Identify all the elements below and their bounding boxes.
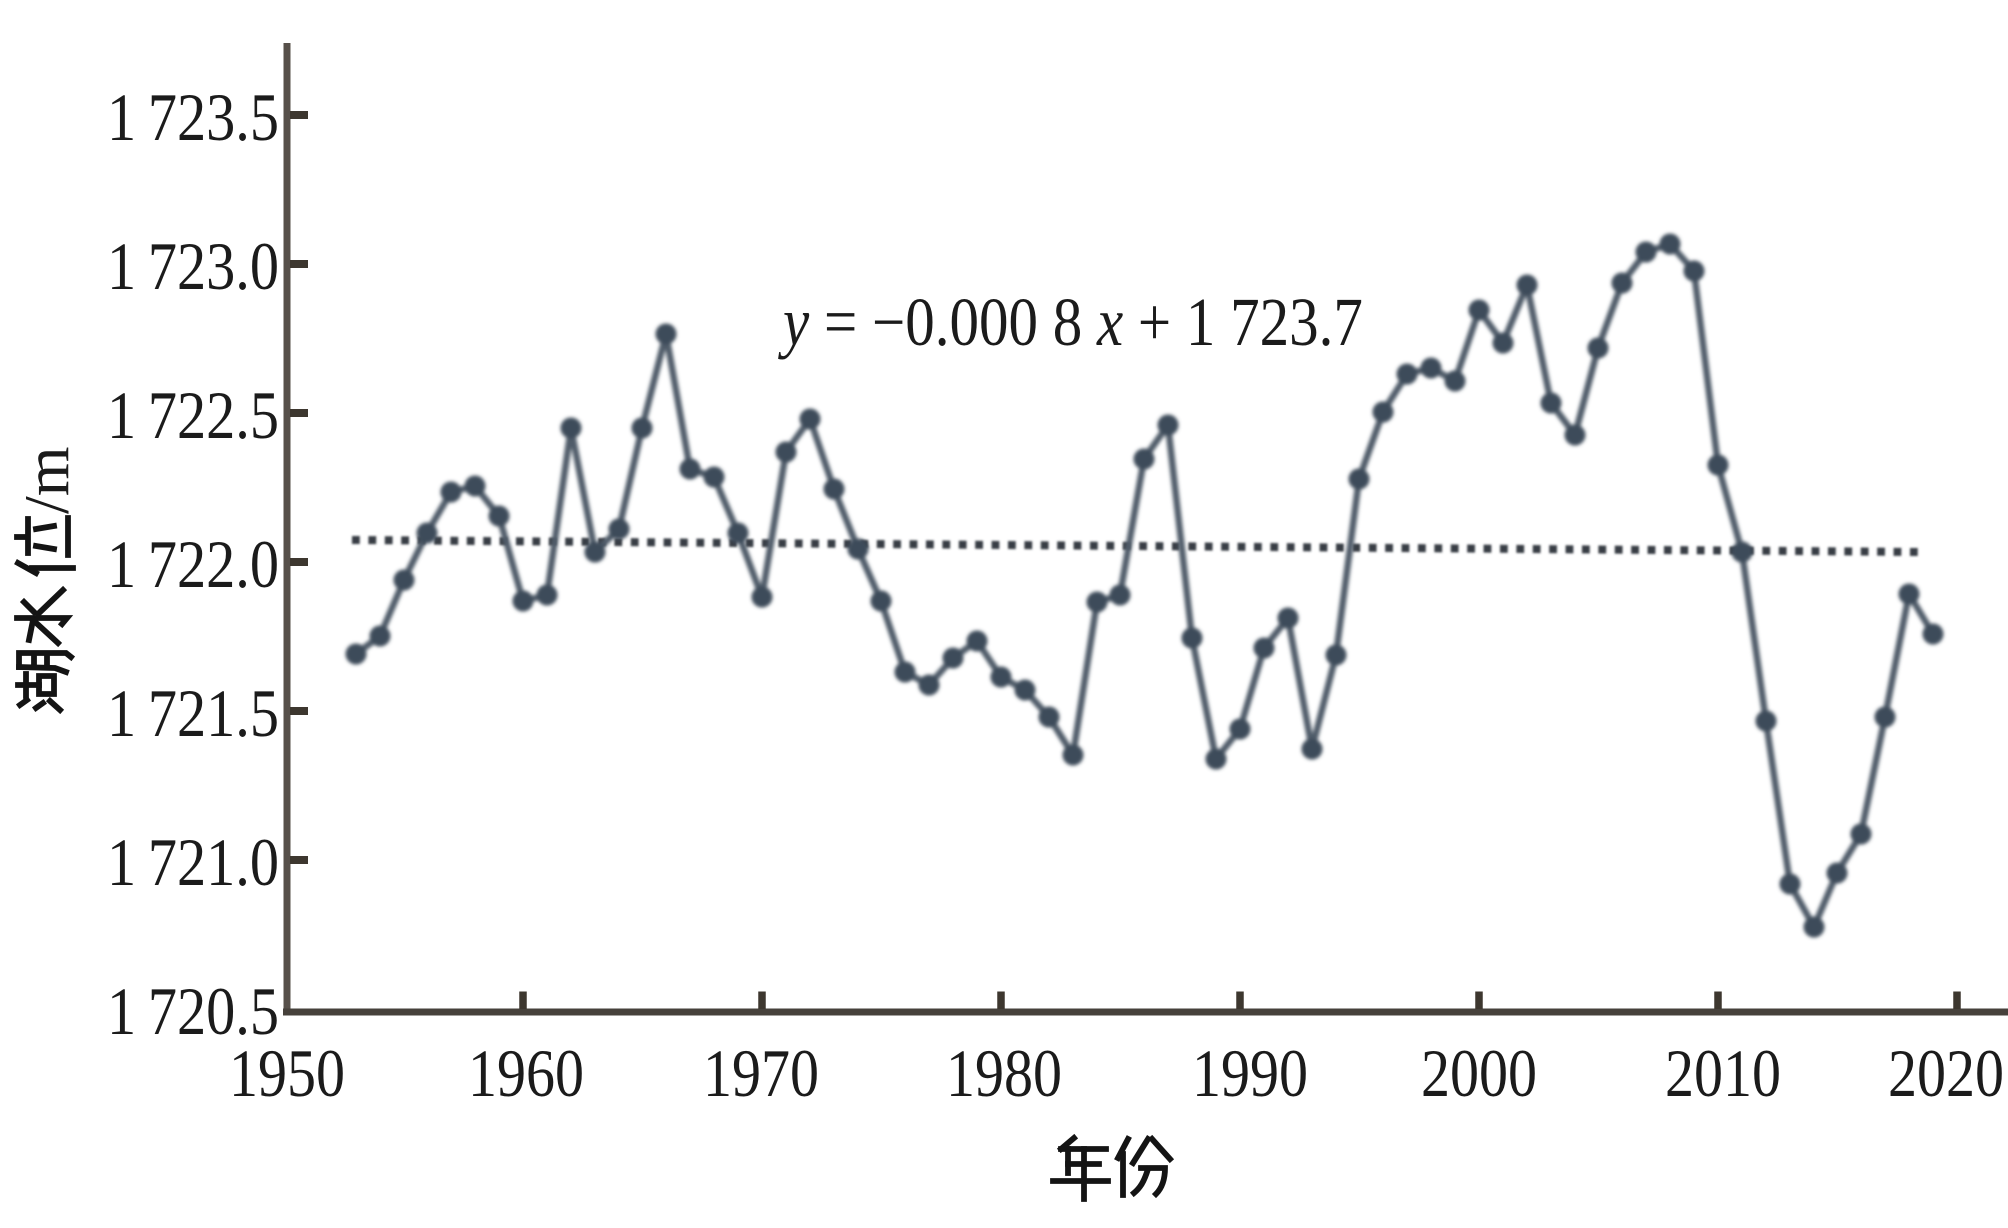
svg-text:1950: 1950 [229, 1035, 345, 1111]
svg-text:1960: 1960 [468, 1035, 584, 1111]
svg-text:1 721.0: 1 721.0 [107, 824, 279, 900]
svg-text:1 722.0: 1 722.0 [107, 526, 279, 602]
svg-text:1970: 1970 [703, 1035, 819, 1111]
svg-text:1990: 1990 [1192, 1035, 1308, 1111]
svg-text:2020: 2020 [1888, 1035, 2004, 1111]
svg-text:1 723.5: 1 723.5 [107, 79, 279, 155]
svg-text:1 722.5: 1 722.5 [107, 377, 279, 453]
svg-text:1 720.5: 1 720.5 [107, 973, 279, 1049]
svg-text:2000: 2000 [1421, 1035, 1537, 1111]
svg-text:1 721.5: 1 721.5 [107, 675, 279, 751]
svg-text:/m: /m [11, 446, 82, 514]
svg-text:1 723.0: 1 723.0 [107, 228, 279, 304]
svg-text:2010: 2010 [1665, 1035, 1781, 1111]
svg-text:y = −0.000 8 x + 1 723.7: y = −0.000 8 x + 1 723.7 [777, 284, 1362, 360]
svg-text:1980: 1980 [946, 1035, 1062, 1111]
